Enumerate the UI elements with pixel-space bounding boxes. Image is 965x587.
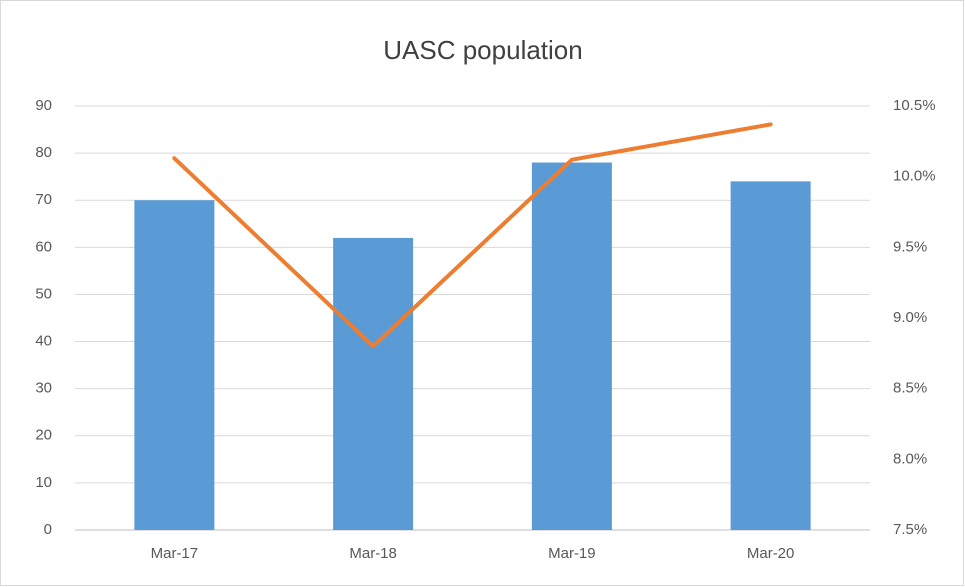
y-tick-label: 20 xyxy=(35,427,52,444)
x-tick-label: Mar-18 xyxy=(349,545,397,562)
y2-tick-label: 7.5% xyxy=(893,521,927,538)
bar xyxy=(333,237,414,530)
y2-tick-label: 10.5% xyxy=(893,97,936,114)
chart-title: UASC population xyxy=(383,35,582,65)
y-tick-label: 30 xyxy=(35,380,52,397)
y-tick-label: 90 xyxy=(35,97,52,114)
x-tick-label: Mar-17 xyxy=(151,545,199,562)
bar xyxy=(134,200,215,530)
y-tick-label: 50 xyxy=(35,285,52,302)
x-tick-label: Mar-19 xyxy=(548,545,596,562)
y2-tick-label: 8.0% xyxy=(893,450,927,467)
y2-tick-label: 9.0% xyxy=(893,309,927,326)
y-tick-label: 70 xyxy=(35,191,52,208)
x-tick-label: Mar-20 xyxy=(747,545,795,562)
y2-tick-label: 9.5% xyxy=(893,238,927,255)
y2-tick-label: 10.0% xyxy=(893,168,936,185)
y-tick-label: 40 xyxy=(35,333,52,350)
y-tick-label: 0 xyxy=(44,521,52,538)
y-tick-label: 80 xyxy=(35,144,52,161)
bar xyxy=(730,181,811,530)
bar xyxy=(531,162,612,531)
line xyxy=(172,122,773,349)
y-tick-label: 60 xyxy=(35,238,52,255)
y2-tick-label: 8.5% xyxy=(893,380,927,397)
y-tick-label: 10 xyxy=(35,474,52,491)
